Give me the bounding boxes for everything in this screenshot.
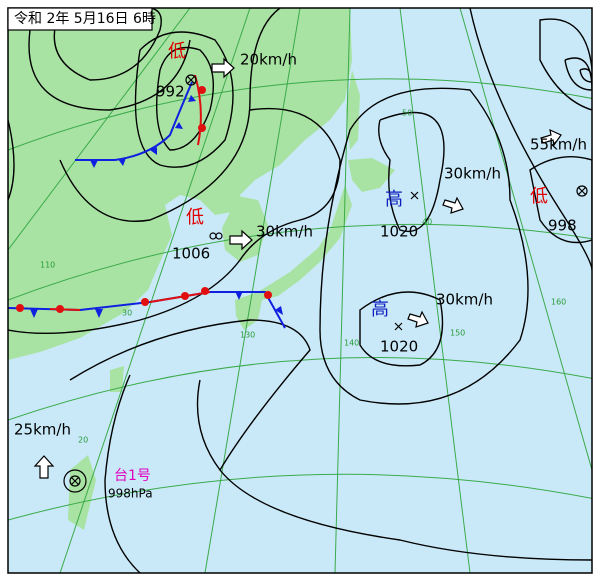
- philippines: [68, 455, 96, 530]
- isobars: [8, 8, 592, 573]
- speed: 20km/h: [240, 51, 297, 69]
- grid-label: 150: [450, 329, 465, 338]
- title-box: [7, 7, 153, 31]
- continent: [8, 8, 352, 360]
- pressure: 998: [548, 217, 577, 235]
- pressure: 1020: [380, 223, 418, 241]
- speed: 30km/h: [436, 291, 493, 309]
- high-mark: 高: [385, 189, 403, 210]
- grid-label: 140: [344, 339, 359, 348]
- speed: 25km/h: [14, 421, 71, 439]
- pressure: 1006: [172, 245, 210, 263]
- grid-label: 110: [40, 261, 55, 270]
- typhoon-pressure: 998hPa: [108, 487, 153, 501]
- grid-label: 130: [240, 331, 255, 340]
- pressure: 1020: [380, 338, 418, 356]
- pressure: 992: [156, 83, 185, 101]
- grid-label: 20: [78, 436, 88, 445]
- frame: [7, 7, 593, 574]
- low-mark: 低: [186, 207, 204, 228]
- centers: [63, 74, 588, 493]
- high-mark: 高: [371, 299, 389, 320]
- grid-label: 160: [551, 298, 566, 307]
- low-mark: 低: [168, 41, 186, 62]
- low-mark: 低: [530, 186, 548, 207]
- speed: 30km/h: [444, 165, 501, 183]
- grid-label: 40: [422, 218, 432, 227]
- movement-arrows: [33, 57, 562, 479]
- korea: [222, 196, 268, 262]
- fronts: [8, 74, 286, 329]
- grid-lines: [8, 8, 592, 573]
- typhoon-name: 台1号: [114, 468, 151, 484]
- grid-label: 50: [402, 109, 412, 118]
- speed: 55km/h: [530, 136, 587, 154]
- map-body: 50 40 30 20 110 130 140 150 160 低 992 20…: [8, 8, 592, 573]
- taiwan: [110, 366, 124, 392]
- grid-label: 30: [122, 309, 132, 318]
- grid-labels: 50 40 30 20 110 130 140 150 160: [40, 109, 566, 445]
- title: 令和 2年 5月16日 6時: [14, 11, 156, 27]
- hokkaido: [348, 158, 395, 192]
- labels: 低 992 20km/h 低 1006 30km/h 高 1020 30km/h…: [14, 41, 587, 501]
- speed: 30km/h: [256, 223, 313, 241]
